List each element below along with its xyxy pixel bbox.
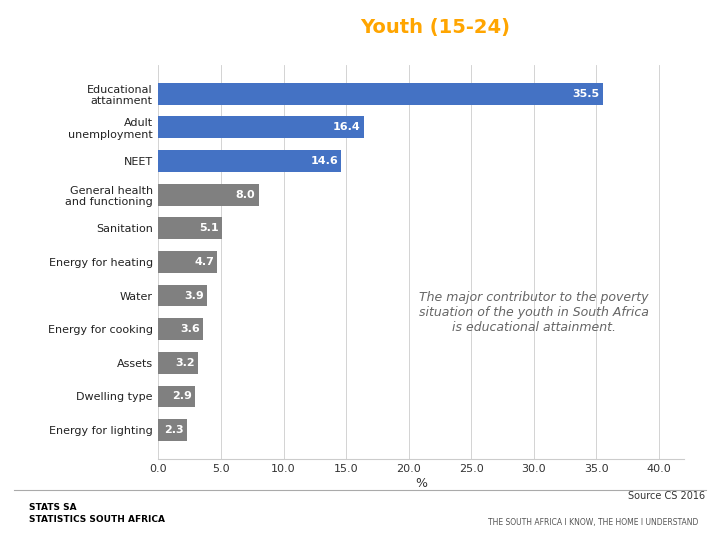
- Text: STATS SA
STATISTICS SOUTH AFRICA: STATS SA STATISTICS SOUTH AFRICA: [29, 503, 165, 524]
- Text: Main contributors to poverty amongst: Main contributors to poverty amongst: [0, 17, 360, 37]
- Text: The major contributor to the poverty
situation of the youth in South Africa
is e: The major contributor to the poverty sit…: [419, 291, 649, 334]
- Text: 2.9: 2.9: [171, 392, 192, 402]
- Bar: [158, 251, 217, 273]
- Bar: [158, 352, 199, 374]
- Text: 3.9: 3.9: [184, 291, 204, 301]
- Text: Youth (15-24): Youth (15-24): [360, 17, 510, 37]
- Bar: [158, 419, 187, 441]
- Text: THE SOUTH AFRICA I KNOW, THE HOME I UNDERSTAND: THE SOUTH AFRICA I KNOW, THE HOME I UNDE…: [488, 518, 698, 526]
- Bar: [158, 386, 194, 408]
- Text: 4.7: 4.7: [194, 257, 214, 267]
- Text: 2.3: 2.3: [164, 425, 184, 435]
- Text: 14.6: 14.6: [310, 156, 338, 166]
- Bar: [158, 285, 207, 307]
- Bar: [158, 116, 364, 138]
- Bar: [158, 150, 341, 172]
- Bar: [158, 318, 204, 340]
- Text: Source CS 2016: Source CS 2016: [629, 491, 706, 501]
- Bar: [158, 217, 222, 239]
- Text: 5.1: 5.1: [199, 223, 219, 233]
- Text: 16.4: 16.4: [333, 122, 361, 132]
- Bar: [158, 83, 603, 105]
- Text: 8.0: 8.0: [235, 190, 256, 200]
- Text: 35.5: 35.5: [572, 89, 600, 99]
- Bar: [158, 184, 258, 206]
- Text: 3.2: 3.2: [176, 358, 195, 368]
- Text: 3.6: 3.6: [181, 324, 200, 334]
- X-axis label: %: %: [415, 477, 427, 490]
